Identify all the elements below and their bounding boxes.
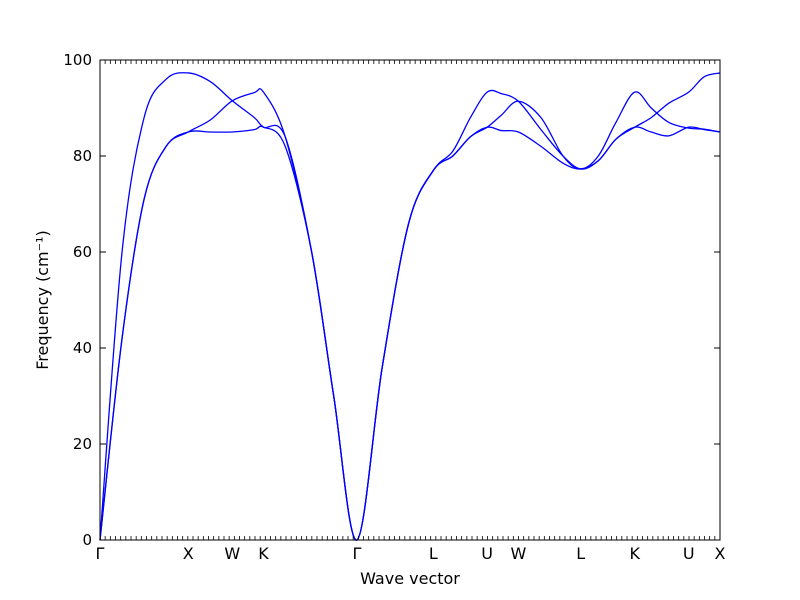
y-tick-label: 20: [73, 435, 92, 453]
x-tick-label: K: [629, 544, 640, 563]
x-tick-label: U: [481, 544, 493, 563]
y-tick-label: 40: [73, 339, 92, 357]
x-tick-label: L: [429, 544, 438, 563]
x-tick-label: W: [224, 544, 240, 563]
plot-area: [99, 72, 721, 541]
x-tick-label: L: [576, 544, 585, 563]
y-tick-label: 80: [73, 147, 92, 165]
x-tick-label: X: [183, 544, 194, 563]
y-axis-label: Frequency (cm⁻¹): [33, 230, 52, 369]
series-line-3: [99, 72, 721, 541]
y-tick-label: 60: [73, 243, 92, 261]
x-tick-label: Γ: [353, 544, 362, 563]
x-tick-label: K: [258, 544, 269, 563]
y-tick-label: 0: [82, 531, 92, 549]
x-tick-label: U: [683, 544, 695, 563]
x-axis-label: Wave vector: [360, 569, 460, 588]
plot-frame: [99, 59, 721, 541]
x-tick-label: X: [715, 544, 726, 563]
y-tick-label: 100: [63, 51, 92, 69]
x-tick-label: W: [510, 544, 526, 563]
x-tick-label: Γ: [96, 544, 105, 563]
